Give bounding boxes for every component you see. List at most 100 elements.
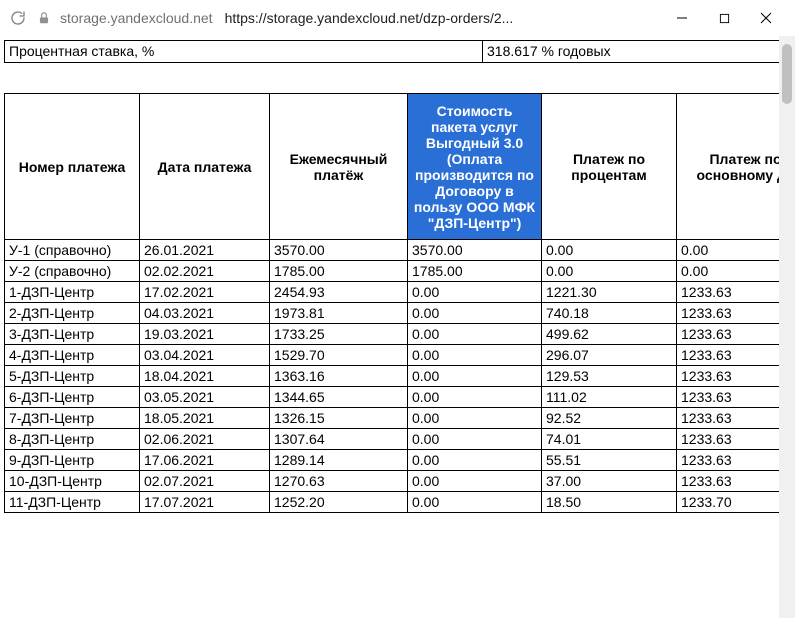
table-cell: 6-ДЗП-Центр: [5, 387, 140, 408]
table-cell: 2454.93: [270, 282, 408, 303]
payment-schedule-table: Номер платежаДата платежаЕжемесячный пла…: [4, 93, 779, 513]
table-cell: 1233.63: [677, 450, 780, 471]
table-row: Процентная ставка, % 318.617 % годовых: [5, 41, 780, 63]
table-cell: 18.50: [542, 492, 677, 513]
table-cell: 0.00: [408, 366, 542, 387]
table-cell: 0.00: [408, 387, 542, 408]
table-row: 10-ДЗП-Центр02.07.20211270.630.0037.0012…: [5, 471, 780, 492]
table-cell: 11-ДЗП-Центр: [5, 492, 140, 513]
table-header-row: Номер платежаДата платежаЕжемесячный пла…: [5, 94, 780, 240]
table-cell: 0.00: [408, 492, 542, 513]
url-domain: storage.yandexcloud.net: [60, 10, 213, 26]
table-row: У-1 (справочно)26.01.20213570.003570.000…: [5, 240, 780, 261]
table-row: 8-ДЗП-Центр02.06.20211307.640.0074.01123…: [5, 429, 780, 450]
table-cell: 1363.16: [270, 366, 408, 387]
column-header: Номер платежа: [5, 94, 140, 240]
table-row: 5-ДЗП-Центр18.04.20211363.160.00129.5312…: [5, 366, 780, 387]
table-cell: 1233.63: [677, 282, 780, 303]
url-path[interactable]: https://storage.yandexcloud.net/dzp-orde…: [225, 10, 655, 26]
table-cell: 1326.15: [270, 408, 408, 429]
column-header: Ежемесячный платёж: [270, 94, 408, 240]
table-cell: 296.07: [542, 345, 677, 366]
minimize-button[interactable]: [661, 4, 703, 32]
table-cell: 129.53: [542, 366, 677, 387]
table-cell: 1233.63: [677, 408, 780, 429]
table-cell: 17.06.2021: [140, 450, 270, 471]
table-cell: 1-ДЗП-Центр: [5, 282, 140, 303]
scrollbar-thumb[interactable]: [782, 44, 792, 104]
rate-value: 318.617 % годовых: [483, 41, 780, 63]
table-cell: 0.00: [542, 240, 677, 261]
titlebar: storage.yandexcloud.net https://storage.…: [0, 0, 795, 36]
table-cell: 0.00: [408, 471, 542, 492]
table-row: 7-ДЗП-Центр18.05.20211326.150.0092.52123…: [5, 408, 780, 429]
table-cell: 1785.00: [270, 261, 408, 282]
content-area: Процентная ставка, % 318.617 % годовых Н…: [0, 36, 795, 618]
table-row: 2-ДЗП-Центр04.03.20211973.810.00740.1812…: [5, 303, 780, 324]
table-cell: 4-ДЗП-Центр: [5, 345, 140, 366]
table-cell: 04.03.2021: [140, 303, 270, 324]
table-cell: 7-ДЗП-Центр: [5, 408, 140, 429]
table-cell: 0.00: [677, 240, 780, 261]
table-cell: У-2 (справочно): [5, 261, 140, 282]
table-cell: У-1 (справочно): [5, 240, 140, 261]
table-row: У-2 (справочно)02.02.20211785.001785.000…: [5, 261, 780, 282]
table-cell: 0.00: [408, 408, 542, 429]
table-cell: 74.01: [542, 429, 677, 450]
info-table: Процентная ставка, % 318.617 % годовых: [4, 40, 779, 63]
table-cell: 1270.63: [270, 471, 408, 492]
table-cell: 1233.63: [677, 303, 780, 324]
spacer: [4, 63, 775, 93]
table-cell: 740.18: [542, 303, 677, 324]
table-cell: 0.00: [408, 429, 542, 450]
table-cell: 17.07.2021: [140, 492, 270, 513]
table-cell: 8-ДЗП-Центр: [5, 429, 140, 450]
maximize-button[interactable]: [703, 4, 745, 32]
table-cell: 111.02: [542, 387, 677, 408]
table-cell: 02.06.2021: [140, 429, 270, 450]
document-viewport: Процентная ставка, % 318.617 % годовых Н…: [0, 36, 779, 618]
table-cell: 499.62: [542, 324, 677, 345]
table-cell: 1233.63: [677, 345, 780, 366]
table-cell: 02.02.2021: [140, 261, 270, 282]
table-cell: 1529.70: [270, 345, 408, 366]
column-header: Платеж по процентам: [542, 94, 677, 240]
table-cell: 03.04.2021: [140, 345, 270, 366]
table-cell: 18.05.2021: [140, 408, 270, 429]
table-cell: 1733.25: [270, 324, 408, 345]
table-cell: 0.00: [677, 261, 780, 282]
table-cell: 03.05.2021: [140, 387, 270, 408]
table-row: 9-ДЗП-Центр17.06.20211289.140.0055.51123…: [5, 450, 780, 471]
table-cell: 1233.63: [677, 387, 780, 408]
table-cell: 1233.63: [677, 471, 780, 492]
reload-icon[interactable]: [8, 8, 28, 28]
table-cell: 5-ДЗП-Центр: [5, 366, 140, 387]
table-cell: 1344.65: [270, 387, 408, 408]
table-row: 4-ДЗП-Центр03.04.20211529.700.00296.0712…: [5, 345, 780, 366]
table-row: 6-ДЗП-Центр03.05.20211344.650.00111.0212…: [5, 387, 780, 408]
table-cell: 02.07.2021: [140, 471, 270, 492]
table-cell: 55.51: [542, 450, 677, 471]
vertical-scrollbar[interactable]: [779, 36, 795, 618]
table-cell: 1233.63: [677, 324, 780, 345]
table-row: 11-ДЗП-Центр17.07.20211252.200.0018.5012…: [5, 492, 780, 513]
table-cell: 0.00: [408, 324, 542, 345]
table-cell: 1233.63: [677, 366, 780, 387]
table-cell: 1785.00: [408, 261, 542, 282]
table-cell: 3570.00: [408, 240, 542, 261]
table-cell: 0.00: [408, 450, 542, 471]
window-controls: [661, 4, 787, 32]
table-cell: 0.00: [408, 345, 542, 366]
table-cell: 1233.70: [677, 492, 780, 513]
table-cell: 1233.63: [677, 429, 780, 450]
column-header: Платеж по основному до: [677, 94, 780, 240]
table-cell: 2-ДЗП-Центр: [5, 303, 140, 324]
close-button[interactable]: [745, 4, 787, 32]
table-cell: 37.00: [542, 471, 677, 492]
lock-icon: [34, 8, 54, 28]
table-cell: 1252.20: [270, 492, 408, 513]
table-cell: 26.01.2021: [140, 240, 270, 261]
table-cell: 1289.14: [270, 450, 408, 471]
table-cell: 3-ДЗП-Центр: [5, 324, 140, 345]
table-cell: 0.00: [408, 303, 542, 324]
